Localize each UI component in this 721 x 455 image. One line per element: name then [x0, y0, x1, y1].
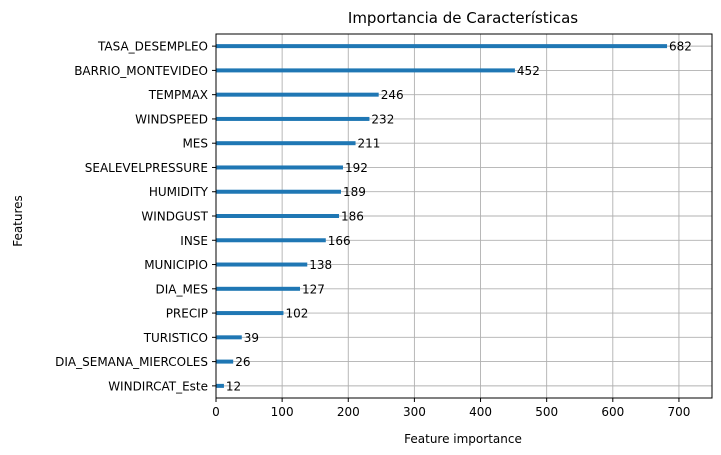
- y-tick-label: WINDGUST: [141, 210, 208, 224]
- data-label: 682: [669, 40, 692, 54]
- data-label: 246: [381, 88, 404, 102]
- data-label: 189: [343, 185, 366, 199]
- y-tick-label: TASA_DESEMPLEO: [97, 40, 208, 54]
- bar: [216, 214, 340, 218]
- bar: [216, 262, 308, 267]
- bar: [216, 92, 379, 97]
- x-tick-label: 700: [667, 405, 690, 419]
- x-tick-label: 200: [337, 405, 360, 419]
- x-tick-label: 400: [469, 405, 492, 419]
- data-label: 102: [285, 307, 308, 321]
- y-axis-label: Features: [11, 195, 25, 247]
- data-label: 232: [371, 112, 394, 126]
- y-tick-label: INSE: [180, 234, 208, 248]
- x-tick-label: 100: [271, 405, 294, 419]
- bar: [216, 116, 370, 121]
- data-label: 12: [226, 379, 241, 393]
- x-tick-label: 0: [212, 405, 220, 419]
- y-tick-label: DIA_SEMANA_MIERCOLES: [55, 355, 208, 369]
- bar: [216, 359, 234, 364]
- data-label: 211: [358, 137, 381, 151]
- bar: [216, 44, 668, 49]
- axis-ticks: 0 100 200 300 400 500 600 700 TASA_DESEMPLEO BARR…: [55, 40, 690, 419]
- x-axis-label: Feature importance: [404, 432, 522, 446]
- data-label: 26: [235, 355, 250, 369]
- data-label: 192: [345, 161, 368, 175]
- y-tick-label: HUMIDITY: [149, 185, 209, 199]
- y-tick-label: MUNICIPIO: [144, 258, 208, 272]
- y-tick-label: SEALEVELPRESSURE: [85, 161, 208, 175]
- bar: [216, 189, 341, 194]
- y-tick-label: WINDIRCAT_Este: [108, 379, 208, 393]
- bar: [216, 311, 284, 316]
- y-tick-label: TEMPMAX: [148, 88, 208, 102]
- data-label: 39: [244, 331, 259, 345]
- x-tick-label: 300: [403, 405, 426, 419]
- chart-title: Importancia de Características: [348, 9, 578, 27]
- data-label: 186: [341, 210, 364, 224]
- plot-frame: [215, 33, 713, 399]
- bar: [216, 238, 326, 243]
- y-tick-label: PRECIP: [166, 307, 208, 321]
- y-tick-label: MES: [182, 137, 208, 151]
- x-tick-label: 600: [601, 405, 624, 419]
- data-labels: 682 452 246 232 211 192 189 186 166 138 127 102 39 26…: [226, 40, 692, 394]
- data-label: 452: [517, 64, 540, 78]
- bar: [216, 383, 224, 388]
- x-tick-label: 500: [535, 405, 558, 419]
- data-label: 138: [309, 258, 332, 272]
- y-tick-label: BARRIO_MONTEVIDEO: [74, 64, 208, 78]
- bar: [216, 141, 356, 146]
- bar: [216, 286, 300, 291]
- bars: [216, 44, 668, 388]
- y-tick-label: DIA_MES: [155, 282, 208, 296]
- data-label: 166: [328, 234, 351, 248]
- y-tick-label: WINDSPEED: [135, 112, 208, 126]
- bar: [216, 165, 343, 170]
- y-tick-label: TURISTICO: [143, 331, 208, 345]
- bar: [216, 335, 242, 340]
- data-label: 127: [302, 282, 325, 296]
- bar: [216, 68, 515, 73]
